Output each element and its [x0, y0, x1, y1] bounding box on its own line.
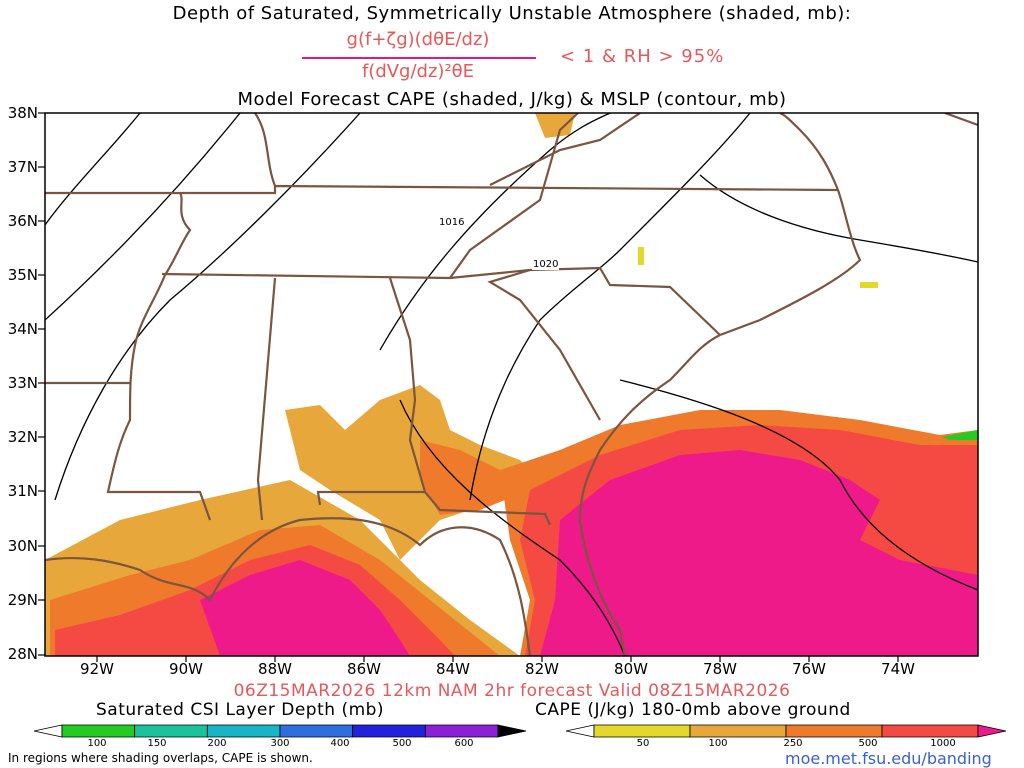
lon-label: 86W	[347, 660, 381, 678]
legend-swatch	[977, 724, 1007, 738]
lat-label: 30N	[7, 537, 38, 555]
lat-label: 35N	[7, 266, 38, 284]
lon-label: 92W	[80, 660, 114, 678]
lat-label: 28N	[7, 645, 38, 663]
cape-tick: 50	[636, 738, 650, 749]
legend-swatch	[565, 724, 595, 738]
formula-numerator: g(f+ζg)(dθE/dz)	[346, 29, 490, 50]
isobar-label-1020: 1020	[532, 259, 560, 270]
cape-color-bar	[565, 724, 1007, 738]
footnote: In regions where shading overlaps, CAPE …	[8, 751, 313, 765]
legend-swatch	[881, 724, 979, 738]
valid-time: 06Z15MAR2026 12km NAM 2hr forecast Valid…	[233, 681, 791, 701]
csi-tick: 400	[330, 738, 350, 749]
lat-label: 31N	[7, 482, 38, 500]
cape-legend-title: CAPE (J/kg) 180-0mb above ground	[535, 700, 851, 720]
legend-swatch	[134, 724, 208, 738]
csi-tick: 150	[147, 738, 167, 749]
lon-label: 80W	[614, 660, 648, 678]
cape-shading	[45, 113, 978, 656]
lon-label: 90W	[169, 660, 203, 678]
lon-label: 76W	[792, 660, 826, 678]
cape-tick: 1000	[930, 738, 956, 749]
legend-swatch	[206, 724, 281, 738]
axis-ticks	[38, 112, 899, 662]
lat-label: 32N	[7, 428, 38, 446]
lat-label: 37N	[7, 158, 38, 176]
cape-tick: 500	[858, 738, 878, 749]
lon-label: 74W	[881, 660, 915, 678]
legend-swatch	[689, 724, 787, 738]
lat-label: 29N	[7, 591, 38, 609]
title-line-3: Model Forecast CAPE (shaded, J/kg) & MSL…	[237, 89, 787, 110]
legend-swatch	[593, 724, 691, 738]
source-url[interactable]: moe.met.fsu.edu/banding	[785, 749, 992, 768]
legend-swatch	[33, 724, 63, 738]
cape-tick: 100	[708, 738, 728, 749]
legend-swatch	[61, 724, 136, 738]
borders	[45, 113, 978, 656]
legend-swatch	[352, 724, 426, 738]
lon-label: 78W	[703, 660, 737, 678]
legend-swatch	[279, 724, 354, 738]
csi-tick: 300	[270, 738, 290, 749]
isobar-label-1016: 1016	[438, 217, 466, 228]
legend-swatch	[424, 724, 499, 738]
lon-label: 82W	[525, 660, 559, 678]
csi-tick: 600	[454, 738, 474, 749]
isobars	[45, 113, 978, 656]
formula-condition: < 1 & RH > 95%	[560, 46, 725, 67]
cape-tick: 250	[783, 738, 803, 749]
legend-swatch	[497, 724, 527, 738]
lat-label: 34N	[7, 320, 38, 338]
lat-label: 38N	[7, 104, 38, 122]
lon-label: 84W	[436, 660, 470, 678]
legend-swatch	[785, 724, 883, 738]
lat-label: 36N	[7, 212, 38, 230]
lon-label: 88W	[258, 660, 292, 678]
lat-label: 33N	[7, 374, 38, 392]
csi-tick: 200	[207, 738, 227, 749]
csi-legend-title: Saturated CSI Layer Depth (mb)	[96, 700, 385, 720]
title-line-1: Depth of Saturated, Symmetrically Unstab…	[172, 3, 852, 24]
csi-color-bar	[33, 724, 527, 738]
csi-tick: 100	[87, 738, 107, 749]
formula-denominator: f(dVg/dz)²θE	[361, 61, 475, 82]
csi-tick: 500	[392, 738, 412, 749]
